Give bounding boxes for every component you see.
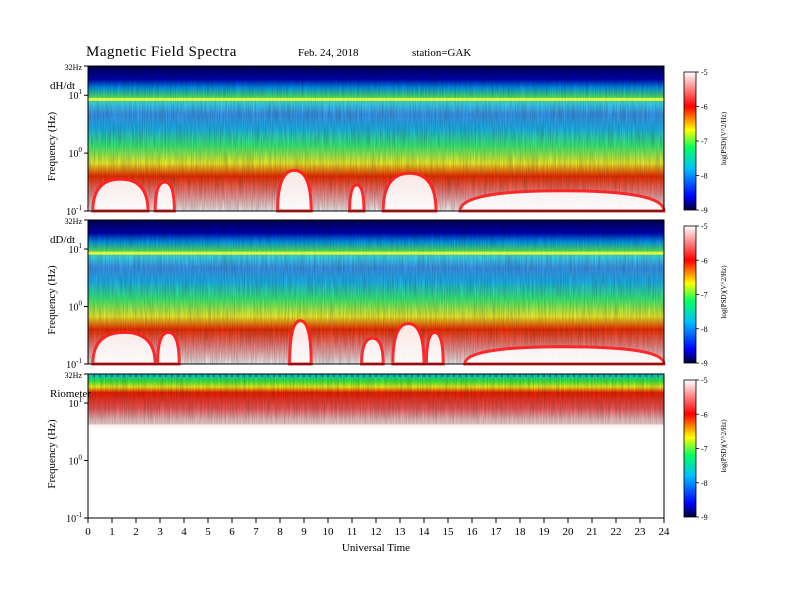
y-tick-label: 10-1	[66, 511, 82, 525]
colorbar-tick-label: -6	[701, 256, 708, 265]
x-tick-label: 23	[635, 526, 647, 538]
x-tick-label: 21	[587, 526, 598, 538]
low-frequency-region	[463, 345, 666, 366]
panel-label: dD/dt	[50, 234, 75, 246]
low-frequency-region	[153, 180, 176, 213]
x-tick-label: 1	[109, 526, 115, 538]
x-tick-label: 9	[301, 526, 307, 538]
x-tick-label: 14	[419, 526, 431, 538]
y-tick-label: 10-1	[66, 204, 82, 218]
colorbar-tick-label: -8	[701, 479, 708, 488]
colorbar-tick-label: -5	[701, 376, 708, 385]
low-frequency-region	[288, 319, 313, 366]
colorbar-label: log(PSD)(V^2/Hz)	[720, 111, 728, 165]
spectral-band	[88, 97, 664, 101]
low-frequency-region	[91, 177, 150, 213]
low-frequency-region	[276, 168, 313, 213]
low-frequency-region	[360, 336, 385, 366]
x-tick-label: 20	[563, 526, 575, 538]
colorbar-tick-label: -5	[701, 222, 708, 231]
x-tick-label: 17	[491, 526, 503, 538]
y-tick-label: 100	[69, 146, 83, 160]
x-tick-label: 11	[347, 526, 358, 538]
x-tick-label: 2	[133, 526, 139, 538]
y-tick-label: 100	[69, 300, 83, 314]
figure-title: Magnetic Field Spectra	[86, 44, 237, 60]
low-frequency-region	[458, 189, 666, 213]
y-tick-label: 100	[69, 454, 83, 468]
y-axis-label: Frequency (Hz)	[46, 265, 58, 335]
x-tick-label: 7	[253, 526, 259, 538]
x-tick-label: 13	[395, 526, 407, 538]
y-tick-label: 32Hz	[65, 217, 83, 226]
colorbar: -5 -6 -7 -8 -9 log(PSD)(V^2/Hz)	[683, 376, 728, 522]
low-frequency-region	[391, 322, 426, 366]
y-axis-label: Frequency (Hz)	[46, 419, 58, 489]
x-tick-label: 0	[85, 526, 91, 538]
colorbar-scale	[683, 71, 697, 211]
y-axis-label: Frequency (Hz)	[46, 112, 58, 182]
low-frequency-region	[424, 330, 445, 366]
x-tick-label: 10	[323, 526, 335, 538]
low-frequency-region	[91, 330, 157, 366]
colorbar-tick-label: -9	[701, 513, 708, 522]
station-label: station=GAK	[412, 47, 472, 59]
colorbar-tick-label: -6	[701, 103, 708, 112]
colorbar-tick-label: -5	[701, 68, 708, 77]
y-tick-label: 32Hz	[65, 63, 83, 72]
low-frequency-region	[348, 183, 366, 213]
colorbar-label: log(PSD)(V^2/Hz)	[720, 265, 728, 319]
spectrogram-texture	[88, 374, 664, 425]
colorbar-label: log(PSD)(V^2/Hz)	[720, 419, 728, 473]
x-tick-label: 8	[277, 526, 283, 538]
low-frequency-region	[156, 330, 181, 366]
colorbar-tick-label: -7	[701, 445, 708, 454]
y-tick-label: 32Hz	[65, 371, 83, 380]
x-tick-label: 18	[515, 526, 527, 538]
x-tick-label: 16	[467, 526, 479, 538]
x-tick-label: 24	[659, 526, 671, 538]
x-tick-label: 19	[539, 526, 551, 538]
colorbar-tick-label: -6	[701, 410, 708, 419]
panel-label: Riometer	[50, 388, 91, 400]
colorbar-scale	[683, 379, 697, 518]
x-tick-label: 5	[205, 526, 211, 538]
colorbar-scale	[683, 225, 697, 364]
x-tick-label: 3	[157, 526, 163, 538]
y-tick-label: 10-1	[66, 357, 82, 371]
x-tick-label: 22	[611, 526, 622, 538]
colorbar-tick-label: -7	[701, 291, 708, 300]
spectral-band	[88, 251, 664, 255]
x-tick-label: 15	[443, 526, 455, 538]
colorbar-tick-label: -9	[701, 359, 708, 368]
x-tick-label: 4	[181, 526, 187, 538]
colorbar: -5 -6 -7 -8 -9 log(PSD)(V^2/Hz)	[683, 68, 728, 215]
spectrogram-texture	[88, 66, 664, 211]
panel-label: dH/dt	[50, 80, 75, 92]
low-frequency-region	[381, 171, 438, 213]
x-tick-label: 6	[229, 526, 235, 538]
x-axis-label: Universal Time	[342, 542, 410, 554]
colorbar-tick-label: -8	[701, 325, 708, 334]
colorbar: -5 -6 -7 -8 -9 log(PSD)(V^2/Hz)	[683, 222, 728, 368]
x-tick-label: 12	[371, 526, 382, 538]
colorbar-tick-label: -7	[701, 137, 708, 146]
date-label: Feb. 24, 2018	[298, 47, 359, 59]
colorbar-tick-label: -9	[701, 206, 708, 215]
colorbar-tick-label: -8	[701, 172, 708, 181]
